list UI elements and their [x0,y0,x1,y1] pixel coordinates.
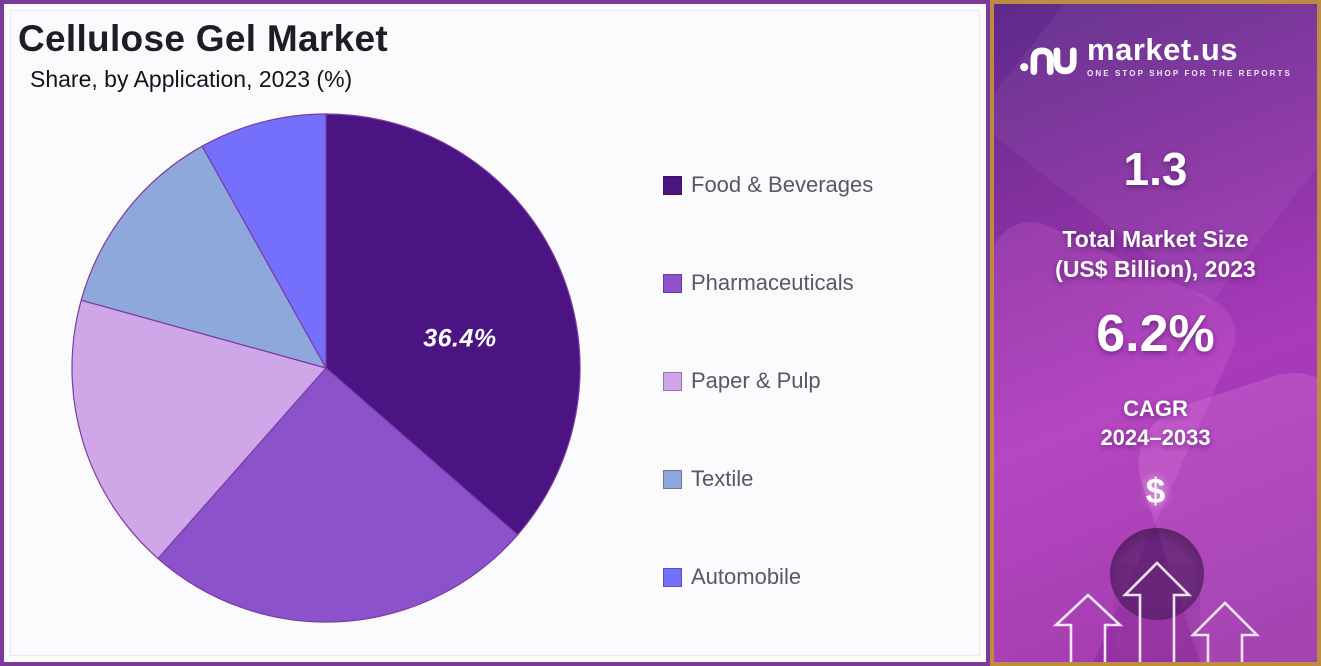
legend-swatch-icon [663,567,682,587]
brand-name: market.us [1087,32,1238,67]
legend-swatch-icon [663,371,682,391]
legend-item: Pharmaceuticals [663,270,873,295]
pie-slice-4 [201,113,327,371]
market-size-label-line2: (US$ Billion), 2023 [1055,256,1256,282]
legend-item-label: Food & Beverages [691,172,874,197]
sidebar-panel: market.us ONE STOP SHOP FOR THE REPORTS … [990,0,1321,666]
market-size-label-line1: Total Market Size [1062,226,1249,252]
brand-logo: market.us ONE STOP SHOP FOR THE REPORTS [994,34,1317,78]
legend-item: Automobile [663,564,873,589]
pie-chart: 36.4% [71,113,581,623]
cagr-value: 6.2% [1096,305,1215,363]
legend-swatch-icon [663,469,682,489]
market-size-label: Total Market Size (US$ Billion), 2023 [994,224,1317,284]
legend-swatch-icon [663,175,682,195]
cagr-label: CAGR 2024–2033 [994,394,1317,452]
pie-slice-3 [80,145,328,369]
legend-item-label: Pharmaceuticals [691,270,854,295]
legend-item-label: Automobile [691,564,802,589]
pie-slice-2 [71,299,328,560]
cagr-label-line1: CAGR [1123,396,1188,421]
pie-data-label: 36.4% [423,324,496,352]
legend-item: Food & Beverages [663,172,874,197]
page-subtitle: Share, by Application, 2023 (%) [30,66,353,92]
legend-item: Paper & Pulp [663,368,873,393]
page-title: Cellulose Gel Market [18,18,388,59]
legend-item-label: Textile [691,466,754,491]
pie-slice-1 [157,367,519,623]
legend-item: Textile [663,466,873,491]
growth-arrows-icon [1052,561,1261,662]
marketus-logo-icon [1020,47,1077,75]
legend-item-label: Paper & Pulp [691,368,821,393]
dollar-icon: $ [1145,472,1166,511]
market-size-value: 1.3 [1123,143,1188,195]
chart-section: Cellulose Gel Market Share, by Applicati… [0,0,990,666]
brand-tagline: ONE STOP SHOP FOR THE REPORTS [1087,69,1292,78]
pie-slice-0 [325,113,581,536]
legend-swatch-icon [663,273,682,293]
cagr-label-line2: 2024–2033 [1100,425,1211,450]
chart-legend: Food & Beverages Pharmaceuticals Paper &… [663,172,874,589]
